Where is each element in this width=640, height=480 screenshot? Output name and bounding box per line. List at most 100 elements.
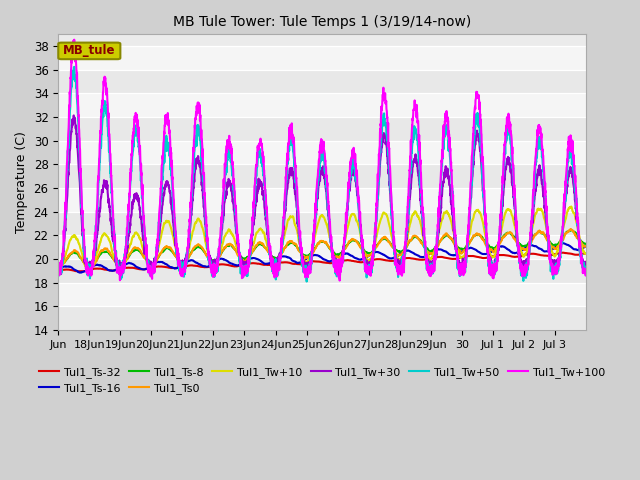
Tul1_Ts-8 [161,246,169,252]
Text: MB_tule: MB_tule [63,44,116,58]
Line: Tul1_Tw+30: Tul1_Tw+30 [58,115,586,275]
Tul1_Ts0 [96,250,104,256]
Tul1_Ts-16 [213,258,221,264]
Tul1_Ts-32 [74,268,81,274]
Tul1_Ts-32 [54,268,62,274]
Tul1_Tw+30 [345,191,353,196]
Tul1_Tw+100 [96,139,104,145]
Bar [58,141,586,165]
Tul1_Tw+10 [213,259,221,265]
Line: Tul1_Ts-8: Tul1_Ts-8 [58,230,586,267]
Line: Tul1_Ts0: Tul1_Ts0 [58,229,586,270]
Tul1_Ts-8 [470,233,478,239]
Legend: Tul1_Ts-32, Tul1_Ts-16, Tul1_Ts-8, Tul1_Ts0, Tul1_Tw+10, Tul1_Tw+30, Tul1_Tw+50,: Tul1_Ts-32, Tul1_Ts-16, Tul1_Ts-8, Tul1_… [35,362,609,398]
FancyBboxPatch shape [58,43,120,59]
Tul1_Ts0 [344,240,352,246]
Tul1_Tw+50 [470,132,478,138]
Tul1_Ts0 [582,243,589,249]
Bar [58,117,586,141]
Tul1_Tw+50 [582,264,589,269]
Bar [58,259,586,283]
Tul1_Ts-8 [96,252,104,258]
Tul1_Ts-16 [161,261,169,267]
Tul1_Ts-16 [54,266,62,272]
Bar [58,165,586,188]
Tul1_Tw+30 [54,261,62,267]
Tul1_Ts0 [54,267,62,273]
Bar [58,46,586,70]
Bar [58,188,586,212]
Tul1_Ts-32 [582,251,589,256]
Tul1_Ts-8 [54,264,62,270]
Tul1_Tw+10 [470,212,478,217]
Tul1_Ts-32 [213,262,221,268]
Tul1_Tw+30 [162,181,170,187]
Tul1_Tw+50 [303,279,310,285]
Title: MB Tule Tower: Tule Temps 1 (3/19/14-now): MB Tule Tower: Tule Temps 1 (3/19/14-now… [173,15,471,29]
Tul1_Tw+100 [336,278,344,284]
Tul1_Tw+100 [345,185,353,191]
Tul1_Tw+30 [213,260,221,265]
Tul1_Ts0 [213,258,221,264]
Y-axis label: Temperature (C): Temperature (C) [15,132,28,233]
Line: Tul1_Tw+10: Tul1_Tw+10 [58,206,586,272]
Bar [58,212,586,236]
Tul1_Ts-16 [96,263,104,268]
Tul1_Ts0 [566,227,574,232]
Tul1_Tw+50 [213,267,221,273]
Tul1_Ts0 [161,244,169,250]
Tul1_Tw+10 [161,220,169,226]
Tul1_Ts0 [470,233,478,239]
Tul1_Ts-8 [345,240,353,246]
Tul1_Tw+10 [345,222,353,228]
Tul1_Tw+50 [168,184,176,190]
Tul1_Tw+50 [96,159,104,165]
Tul1_Ts-32 [470,253,478,259]
Tul1_Ts-16 [470,246,478,252]
Line: Tul1_Ts-16: Tul1_Ts-16 [58,243,586,273]
Tul1_Tw+10 [568,204,575,209]
Tul1_Tw+30 [96,206,104,212]
Line: Tul1_Ts-32: Tul1_Ts-32 [58,252,586,271]
Tul1_Tw+100 [161,117,169,123]
Tul1_Tw+10 [582,251,589,256]
Tul1_Tw+30 [582,261,589,267]
Tul1_Tw+50 [70,64,78,70]
Tul1_Ts-16 [559,240,567,246]
Tul1_Ts-8 [168,249,176,254]
Tul1_Tw+50 [345,191,353,197]
Bar [58,94,586,117]
Tul1_Ts-16 [345,252,353,257]
Tul1_Ts-32 [345,257,353,263]
Tul1_Ts-16 [76,270,84,276]
Tul1_Ts-16 [582,244,589,250]
Tul1_Ts0 [168,247,176,253]
Tul1_Tw+30 [169,212,177,217]
Tul1_Tw+10 [96,240,104,246]
Tul1_Ts-8 [56,264,63,270]
Tul1_Ts-16 [168,265,176,271]
Bar [58,283,586,307]
Bar [58,236,586,259]
Tul1_Tw+100 [582,267,589,273]
Tul1_Ts-8 [213,256,221,262]
Bar [58,70,586,94]
Tul1_Tw+100 [54,271,62,276]
Tul1_Tw+100 [213,257,221,263]
Tul1_Ts-32 [559,250,566,255]
Tul1_Ts-32 [161,264,169,270]
Tul1_Tw+100 [168,176,176,182]
Tul1_Tw+10 [168,231,176,237]
Tul1_Tw+100 [470,109,478,115]
Tul1_Ts-32 [96,266,104,272]
Line: Tul1_Tw+50: Tul1_Tw+50 [58,67,586,282]
Tul1_Tw+30 [70,112,77,118]
Tul1_Ts-8 [582,241,589,247]
Tul1_Tw+10 [54,267,62,273]
Tul1_Ts-8 [568,227,575,233]
Bar [58,307,586,330]
Tul1_Tw+100 [70,37,78,43]
Tul1_Tw+50 [161,138,169,144]
Tul1_Tw+10 [86,269,94,275]
Tul1_Tw+50 [54,274,62,279]
